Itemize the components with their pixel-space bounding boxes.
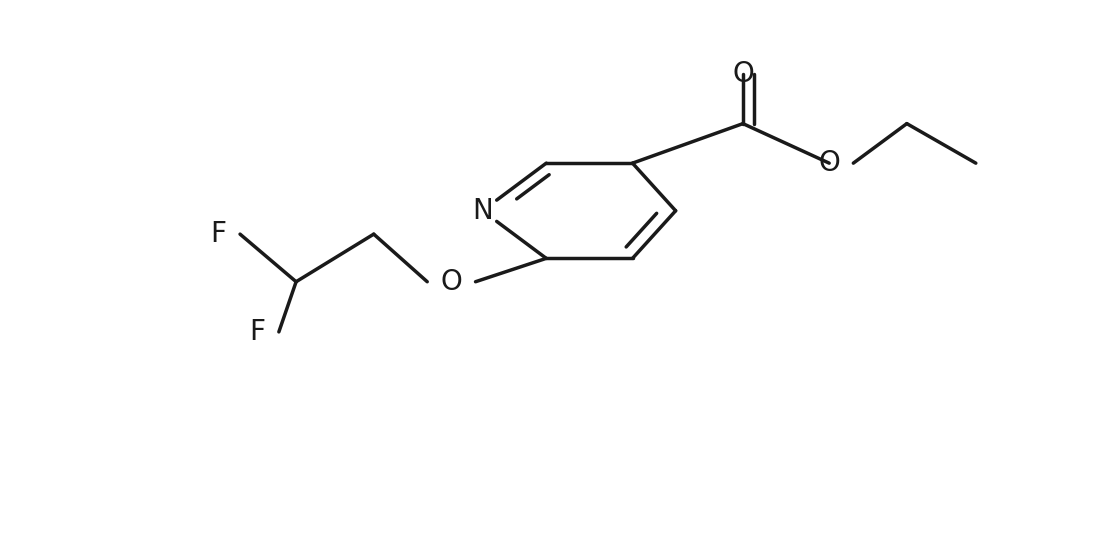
Text: F: F bbox=[249, 318, 265, 346]
Text: O: O bbox=[732, 60, 754, 88]
Text: N: N bbox=[472, 197, 493, 225]
Text: O: O bbox=[818, 149, 840, 177]
Text: F: F bbox=[210, 220, 226, 248]
Text: O: O bbox=[441, 268, 462, 296]
